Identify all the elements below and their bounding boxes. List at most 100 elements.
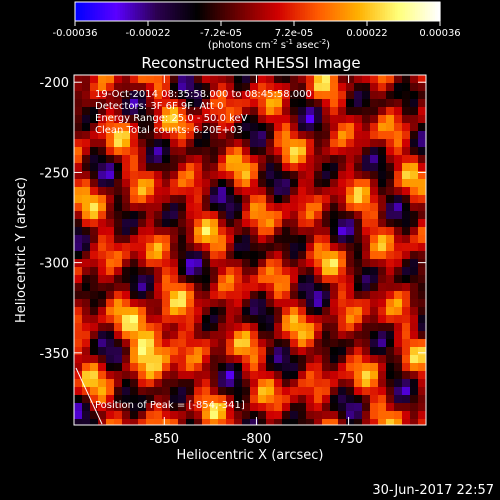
heatmap-cell <box>154 115 163 124</box>
heatmap-cell <box>402 419 411 425</box>
y-tick-label: -250 <box>39 166 69 181</box>
heatmap-cell <box>322 419 331 425</box>
colorbar-swatch <box>135 2 139 21</box>
heatmap-cell <box>242 155 251 164</box>
heatmap-cell <box>82 395 91 404</box>
heatmap-cell <box>154 347 163 356</box>
heatmap-cell <box>250 75 259 84</box>
heatmap-cell <box>178 187 187 196</box>
heatmap-cell <box>202 347 211 356</box>
heatmap-cell <box>106 371 115 380</box>
heatmap-cell <box>106 299 115 308</box>
colorbar-swatch <box>150 2 154 21</box>
heatmap-cell <box>114 123 123 132</box>
heatmap-cell <box>274 115 283 124</box>
heatmap-cell <box>298 299 307 308</box>
heatmap-cell <box>130 259 139 268</box>
heatmap-cell <box>330 419 339 425</box>
heatmap-cell <box>330 395 339 404</box>
heatmap-cell <box>122 299 131 308</box>
heatmap-cell <box>170 227 179 236</box>
heatmap-cell <box>410 195 419 204</box>
heatmap-cell <box>330 75 339 84</box>
heatmap-cell <box>106 283 115 292</box>
heatmap-cell <box>242 331 251 340</box>
heatmap-cell <box>202 219 211 228</box>
heatmap-cell <box>154 75 163 84</box>
heatmap-cell <box>290 235 299 244</box>
heatmap-cell <box>106 83 115 92</box>
heatmap-cell <box>90 99 99 108</box>
heatmap-cell <box>322 227 331 236</box>
heatmap-cell <box>354 267 363 276</box>
heatmap-cell <box>394 307 403 316</box>
heatmap-cell <box>122 115 131 124</box>
heatmap-cell <box>138 115 147 124</box>
heatmap-cell <box>122 83 131 92</box>
heatmap-cell <box>210 195 219 204</box>
heatmap-cell <box>314 91 323 100</box>
heatmap-cell <box>346 187 355 196</box>
heatmap-cell <box>314 227 323 236</box>
heatmap-cell <box>74 131 83 140</box>
heatmap-cell <box>162 195 171 204</box>
heatmap-cell <box>354 275 363 284</box>
heatmap-cell <box>298 243 307 252</box>
heatmap-cell <box>98 339 107 348</box>
heatmap-cell <box>82 147 91 156</box>
colorbar-swatch <box>75 2 79 21</box>
heatmap-cell <box>274 275 283 284</box>
heatmap-cell <box>274 371 283 380</box>
heatmap-cell <box>178 355 187 364</box>
heatmap-cell <box>154 235 163 244</box>
heatmap-cell <box>202 339 211 348</box>
heatmap-cell <box>178 315 187 324</box>
heatmap-cell <box>418 211 426 220</box>
heatmap-cell <box>122 395 131 404</box>
heatmap-cell <box>258 155 267 164</box>
heatmap-cell <box>250 275 259 284</box>
heatmap-cell <box>370 203 379 212</box>
heatmap-cell <box>274 99 283 108</box>
heatmap-cell <box>218 131 227 140</box>
heatmap-cell <box>98 347 107 356</box>
heatmap-cell <box>242 243 251 252</box>
heatmap-cell <box>74 259 83 268</box>
heatmap-cell <box>362 147 371 156</box>
heatmap-cell <box>178 227 187 236</box>
colorbar-swatch <box>397 2 401 21</box>
colorbar-swatch <box>377 2 381 21</box>
heatmap-cell <box>394 219 403 228</box>
x-axis-label: Heliocentric X (arcsec) <box>177 448 324 463</box>
heatmap-cell <box>74 147 83 156</box>
heatmap-cell <box>378 211 387 220</box>
heatmap-cell <box>346 107 355 116</box>
heatmap-cell <box>90 243 99 252</box>
heatmap-cell <box>138 275 147 284</box>
heatmap-cell <box>386 331 395 340</box>
heatmap-cell <box>282 83 291 92</box>
heatmap-cell <box>146 251 155 260</box>
heatmap-cell <box>82 331 91 340</box>
heatmap-cell <box>202 107 211 116</box>
heatmap-cell <box>394 403 403 412</box>
heatmap-cell <box>98 147 107 156</box>
heatmap-cell <box>234 347 243 356</box>
heatmap-cell <box>410 403 419 412</box>
heatmap-cell <box>410 187 419 196</box>
heatmap-cell <box>370 379 379 388</box>
heatmap-cell <box>274 131 283 140</box>
heatmap-cell <box>154 107 163 116</box>
heatmap-cell <box>154 227 163 236</box>
colorbar-swatch <box>392 2 396 21</box>
heatmap-cell <box>170 211 179 220</box>
heatmap-cell <box>98 195 107 204</box>
heatmap-cell <box>114 163 123 172</box>
heatmap-cell <box>82 275 91 284</box>
heatmap-cell <box>114 291 123 300</box>
heatmap-cell <box>290 251 299 260</box>
heatmap-cell <box>82 115 91 124</box>
heatmap-cell <box>306 107 315 116</box>
heatmap-cell <box>378 379 387 388</box>
heatmap-cell <box>394 339 403 348</box>
